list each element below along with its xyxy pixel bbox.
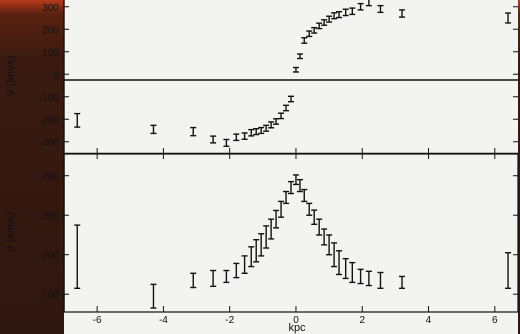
dispersion-errorbar bbox=[233, 262, 240, 279]
dispersion-errorbar bbox=[377, 271, 384, 289]
dispersion-series bbox=[74, 174, 512, 309]
velocity-errorbar bbox=[278, 112, 285, 120]
dispersion-y-axis: 100 200 300 400 bbox=[42, 172, 518, 301]
dispersion-panel: 100 200 300 400 -6 -4 -2 0 2 4 6 σ (km/s) kpc bbox=[5, 148, 519, 334]
dispersion-errorbar bbox=[321, 228, 328, 246]
velocity-y-tick-label: 0 bbox=[53, 70, 59, 81]
dispersion-errorbar bbox=[336, 250, 343, 276]
dispersion-errorbar bbox=[342, 257, 349, 280]
dispersion-errorbar bbox=[273, 209, 280, 229]
x-tick-label: 2 bbox=[359, 315, 365, 326]
dispersion-y-tick-label: 400 bbox=[42, 172, 59, 183]
velocity-panel-background bbox=[64, 0, 518, 153]
velocity-errorbar bbox=[331, 12, 338, 20]
velocity-errorbar bbox=[316, 22, 323, 30]
dispersion-errorbar bbox=[248, 246, 255, 268]
x-axis-label: kpc bbox=[288, 322, 306, 334]
dispersion-y-axis-label: σ (km/s) bbox=[5, 212, 17, 252]
velocity-errorbar bbox=[326, 15, 333, 23]
velocity-y-axis-label: V (km/s) bbox=[5, 56, 17, 97]
velocity-errorbar bbox=[268, 121, 275, 129]
dispersion-y-tick-label: 300 bbox=[42, 211, 59, 222]
dispersion-errorbar bbox=[505, 252, 512, 289]
velocity-panel: -300 -200 -100 0 100 200 300 V (km/s) bbox=[5, 0, 518, 153]
velocity-errorbar bbox=[241, 132, 248, 140]
velocity-errorbar bbox=[283, 104, 290, 112]
dispersion-errorbar bbox=[283, 190, 290, 205]
dispersion-errorbar bbox=[296, 178, 303, 193]
dispersion-errorbar bbox=[241, 255, 248, 274]
kpc-x-axis: -6 -4 -2 0 2 4 6 bbox=[93, 148, 498, 326]
dispersion-errorbar bbox=[349, 261, 356, 284]
velocity-errorbar bbox=[210, 135, 217, 144]
dispersion-errorbar bbox=[258, 233, 265, 257]
dispersion-errorbar bbox=[278, 200, 285, 218]
velocity-errorbar bbox=[377, 4, 384, 14]
velocity-errorbar bbox=[306, 30, 313, 38]
dispersion-errorbar bbox=[292, 174, 299, 186]
velocity-errorbar bbox=[248, 128, 255, 137]
dispersion-errorbar bbox=[331, 242, 338, 268]
velocity-errorbar bbox=[505, 12, 512, 24]
dispersion-errorbar bbox=[268, 218, 275, 240]
velocity-errorbar bbox=[233, 133, 240, 142]
dispersion-errorbar bbox=[399, 275, 406, 289]
velocity-y-tick-label: 300 bbox=[42, 3, 59, 14]
dispersion-errorbar bbox=[263, 225, 270, 249]
dispersion-errorbar bbox=[74, 224, 81, 289]
velocity-errorbar bbox=[223, 138, 230, 147]
velocity-errorbar bbox=[263, 124, 270, 132]
dispersion-y-tick-label: 100 bbox=[42, 290, 59, 301]
x-tick-label: 0 bbox=[293, 315, 299, 326]
dispersion-errorbar bbox=[288, 180, 294, 195]
velocity-errorbar bbox=[253, 127, 260, 136]
dispersion-errorbar bbox=[311, 209, 318, 226]
velocity-errorbar bbox=[258, 126, 265, 135]
velocity-errorbar bbox=[349, 7, 356, 16]
dispersion-y-tick-label: 200 bbox=[42, 251, 59, 262]
velocity-errorbar bbox=[150, 124, 157, 135]
velocity-series bbox=[74, 0, 512, 147]
dispersion-errorbar bbox=[223, 269, 230, 284]
velocity-y-axis: -300 -200 -100 0 100 200 300 bbox=[39, 3, 518, 149]
x-tick-label: -4 bbox=[159, 315, 168, 326]
x-tick-label: -6 bbox=[93, 315, 102, 326]
velocity-errorbar bbox=[288, 95, 294, 103]
dispersion-errorbar bbox=[190, 272, 197, 289]
velocity-errorbar bbox=[296, 53, 303, 60]
dispersion-errorbar bbox=[316, 218, 323, 236]
dispersion-errorbar bbox=[365, 270, 372, 287]
velocity-errorbar bbox=[321, 19, 328, 26]
velocity-errorbar bbox=[357, 2, 364, 11]
velocity-y-tick-label: -200 bbox=[39, 115, 59, 126]
x-tick-label: 4 bbox=[426, 315, 432, 326]
velocity-errorbar bbox=[365, 0, 372, 7]
dispersion-errorbar bbox=[306, 202, 313, 216]
dispersion-errorbar bbox=[253, 239, 260, 263]
velocity-y-tick-label: -300 bbox=[39, 138, 59, 149]
velocity-y-tick-label: -100 bbox=[39, 93, 59, 104]
velocity-errorbar bbox=[311, 26, 318, 34]
dispersion-errorbar bbox=[301, 188, 308, 203]
dispersion-errorbar bbox=[357, 268, 364, 285]
velocity-y-tick-label: 200 bbox=[42, 25, 59, 36]
velocity-errorbar bbox=[336, 10, 343, 19]
velocity-errorbar bbox=[190, 126, 197, 137]
dispersion-errorbar bbox=[150, 283, 157, 309]
velocity-y-tick-label: 100 bbox=[42, 48, 59, 59]
velocity-errorbar bbox=[342, 8, 349, 17]
x-tick-label: 6 bbox=[492, 315, 498, 326]
velocity-errorbar bbox=[292, 66, 299, 73]
x-tick-label: -2 bbox=[225, 315, 234, 326]
dispersion-errorbar bbox=[210, 269, 217, 288]
dispersion-errorbar bbox=[326, 234, 333, 256]
velocity-errorbar bbox=[74, 112, 81, 128]
velocity-errorbar bbox=[399, 9, 406, 18]
velocity-errorbar bbox=[301, 37, 308, 44]
